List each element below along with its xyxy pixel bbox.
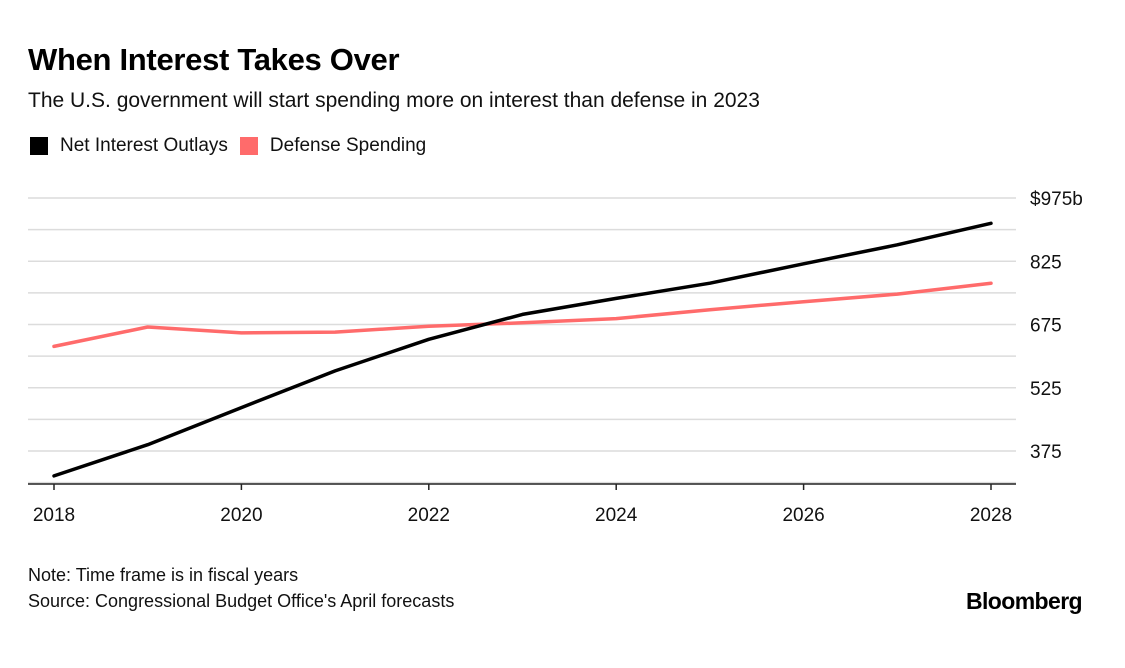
x-tick-label: 2020: [220, 505, 262, 526]
source-note: Source: Congressional Budget Office's Ap…: [28, 591, 455, 611]
y-tick-label: 525: [1030, 379, 1062, 400]
legend-item-interest: Net Interest Outlays: [30, 135, 228, 157]
x-tick-label: 2022: [408, 505, 450, 526]
y-tick-label: 675: [1030, 316, 1062, 337]
legend-swatch-interest: [30, 137, 48, 155]
series-line-net-interest: [52, 221, 993, 478]
y-tick-label: $975b: [1030, 189, 1083, 210]
chart-subtitle: The U.S. government will start spending …: [28, 89, 760, 112]
chart-title: When Interest Takes Over: [28, 42, 400, 77]
y-tick-label: 375: [1030, 442, 1062, 463]
series-line-defense: [52, 281, 993, 349]
x-tick-label: 2018: [33, 505, 75, 526]
legend-swatch-defense: [239, 137, 258, 155]
legend-label-defense: Defense Spending: [269, 135, 427, 156]
footnote: Note: Time frame is in fiscal years: [28, 565, 299, 585]
bloomberg-logo: Bloomberg: [966, 588, 1083, 614]
x-tick-label: 2026: [782, 505, 824, 526]
x-tick-label: 2028: [970, 505, 1012, 526]
x-tick-label: 2024: [595, 505, 638, 526]
y-tick-label: 825: [1030, 252, 1062, 273]
legend-item-defense: Defense Spending: [239, 135, 427, 157]
legend-label-interest: Net Interest Outlays: [60, 135, 228, 156]
legend: Net Interest Outlays Defense Spending: [30, 135, 438, 157]
